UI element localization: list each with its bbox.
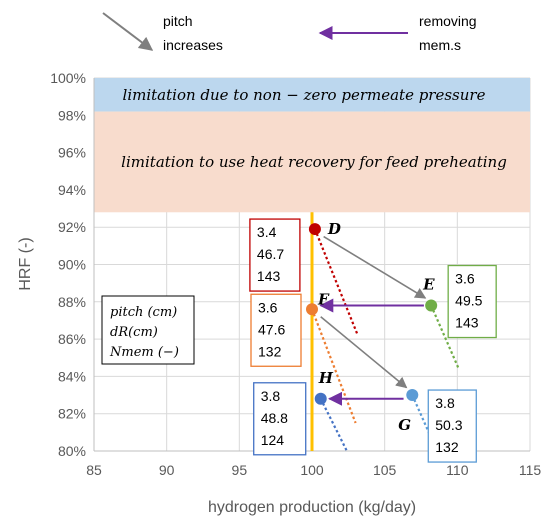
limitation-band-label: limitation to use heat recovery for feed… <box>121 153 507 171</box>
legend-label-nmem: Nmem (−) <box>109 345 179 360</box>
y-tick-label: 90% <box>58 257 86 273</box>
axis-layer: 85 90 95 100 105 110 115 80% 82% 84% 86% 88% 90% 92% 9… <box>50 70 541 478</box>
value-box-text: 3.8 <box>261 388 281 404</box>
data-point-e <box>425 299 438 312</box>
y-tick-label: 82% <box>58 406 86 422</box>
y-tick-label: 96% <box>58 145 86 161</box>
y-tick-label: 88% <box>58 294 86 310</box>
point-label-g: G <box>398 416 411 434</box>
value-box-text: 132 <box>258 343 282 359</box>
y-tick-label: 100% <box>50 70 86 86</box>
pitch-legend-arrow <box>102 12 154 51</box>
removing-annotation-line2: mem.s <box>419 37 461 53</box>
value-box-text: 3.6 <box>258 299 278 315</box>
x-tick-label: 110 <box>446 462 469 478</box>
value-box-text: 143 <box>257 268 281 284</box>
point-label-d: D <box>327 220 341 238</box>
x-tick-label: 115 <box>519 462 542 478</box>
y-tick-label: 86% <box>58 331 86 347</box>
x-tick-label: 90 <box>159 462 175 478</box>
value-box-text: 3.8 <box>435 395 455 411</box>
value-box-h <box>253 382 307 456</box>
value-box-text: 47.6 <box>258 321 285 337</box>
bands-layer: limitation due to non − zero permeate pr… <box>94 78 530 213</box>
arrow-layer <box>319 235 427 406</box>
parameter-legend: pitch (cm) dR(cm) Nmem (−) <box>101 295 195 365</box>
y-tick-label: 80% <box>58 443 86 459</box>
limitation-band-label: limitation due to non − zero permeate pr… <box>123 86 486 104</box>
legend-label-dr: dR(cm) <box>110 325 158 340</box>
x-tick-label: 105 <box>373 462 397 478</box>
value-box-text: 3.4 <box>257 224 277 240</box>
data-point-d <box>308 223 321 236</box>
removing-annotation-line1: removing <box>419 13 477 29</box>
point-label-h: H <box>318 369 334 387</box>
point-label-e: E <box>422 276 435 294</box>
pitch-increase-arrow <box>323 235 427 299</box>
dotted-trend-line <box>430 305 460 370</box>
x-tick-label: 85 <box>86 462 102 478</box>
value-box-text: 49.5 <box>455 293 482 309</box>
data-point-h <box>314 392 327 405</box>
box-layer: 3.4 46.7 143 3.6 49.5 143 3.6 47.6 132 3.8 50.3 132… <box>249 218 497 463</box>
value-box-text: 143 <box>455 315 479 331</box>
legend-box <box>101 295 195 365</box>
x-axis-title: hydrogen production (kg/day) <box>208 499 416 516</box>
value-box-f <box>250 293 302 367</box>
value-box-text: 132 <box>435 439 459 455</box>
point-label-f: F <box>317 290 330 308</box>
x-tick-label: 100 <box>300 462 324 478</box>
pitch-annotation-line1: pitch <box>163 13 193 29</box>
removing-annotation: removing mem.s <box>318 13 477 53</box>
value-box-g <box>427 389 477 463</box>
pitch-annotation: pitch increases <box>102 12 223 53</box>
limitation-band <box>94 111 530 213</box>
data-point-f <box>306 303 318 316</box>
limitation-band <box>94 78 530 112</box>
value-box-text: 48.8 <box>261 410 288 426</box>
y-tick-label: 84% <box>58 368 86 384</box>
y-tick-label: 94% <box>58 182 86 198</box>
value-box-text: 46.7 <box>257 246 284 262</box>
value-box-text: 3.6 <box>455 271 475 287</box>
dotted-trend-line <box>319 398 348 452</box>
value-box-e <box>447 264 497 339</box>
y-tick-label: 98% <box>58 107 86 123</box>
y-tick-label: 92% <box>58 219 86 235</box>
pitch-annotation-line2: increases <box>163 37 223 53</box>
point-layer: D E F G H <box>306 220 438 434</box>
y-axis-title: HRF (-) <box>17 237 34 290</box>
pitch-increase-arrow <box>320 316 408 389</box>
data-point-g <box>406 389 419 402</box>
value-box-text: 124 <box>261 432 285 448</box>
dotted-trend-line <box>313 228 359 334</box>
dotted-trend-line <box>310 308 357 424</box>
value-box-d <box>249 218 301 292</box>
legend-label-pitch: pitch (cm) <box>110 305 177 320</box>
x-tick-label: 95 <box>232 462 248 478</box>
value-box-text: 50.3 <box>435 417 462 433</box>
